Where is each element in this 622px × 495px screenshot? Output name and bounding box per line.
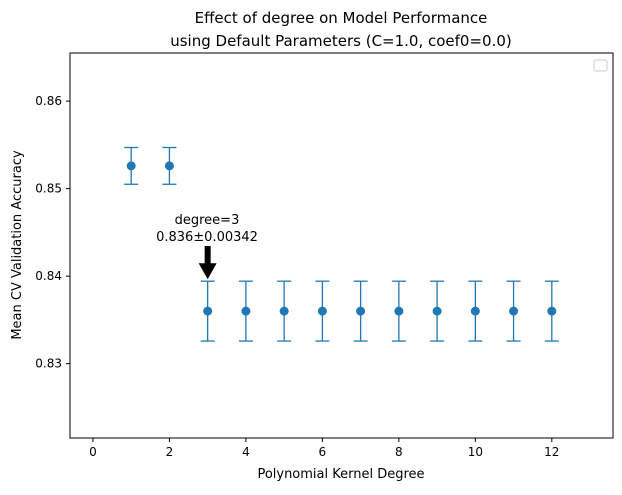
chart-title: Effect of degree on Model Performance xyxy=(195,9,488,27)
annotation-line2: 0.836±0.00342 xyxy=(156,230,258,245)
data-point xyxy=(241,306,251,316)
data-point xyxy=(164,161,174,171)
data-point xyxy=(203,306,213,316)
data-point xyxy=(547,306,557,316)
data-point xyxy=(356,306,366,316)
x-tick-label: 2 xyxy=(166,445,174,459)
plot-area: 0 2 4 6 8 10 12 0.83 0.84 0.85 0.86 xyxy=(35,94,559,459)
annotation-arrow xyxy=(198,246,217,280)
y-tick-label: 0.86 xyxy=(35,94,62,108)
data-point xyxy=(470,306,480,316)
legend-box xyxy=(593,59,608,72)
y-axis-label: Mean CV Validation Accuracy xyxy=(10,150,25,340)
data-point xyxy=(126,161,136,171)
x-axis-label: Polynomial Kernel Degree xyxy=(257,467,424,482)
y-tick-label: 0.85 xyxy=(35,182,62,196)
chart-subtitle: using Default Parameters (C=1.0, coef0=0… xyxy=(170,32,512,50)
data-point xyxy=(317,306,327,316)
x-tick-label: 4 xyxy=(242,445,250,459)
x-tick-label: 6 xyxy=(319,445,327,459)
x-tick-label: 12 xyxy=(544,445,559,459)
x-tick-label: 0 xyxy=(89,445,97,459)
annotation-line1: degree=3 xyxy=(175,213,240,228)
y-tick-label: 0.84 xyxy=(35,269,62,283)
data-point xyxy=(279,306,289,316)
data-point xyxy=(432,306,442,316)
data-point xyxy=(394,306,404,316)
plot-frame xyxy=(69,52,614,439)
data-point xyxy=(509,306,519,316)
x-tick-label: 8 xyxy=(395,445,403,459)
x-tick-label: 10 xyxy=(468,445,483,459)
y-tick-label: 0.83 xyxy=(35,357,62,371)
